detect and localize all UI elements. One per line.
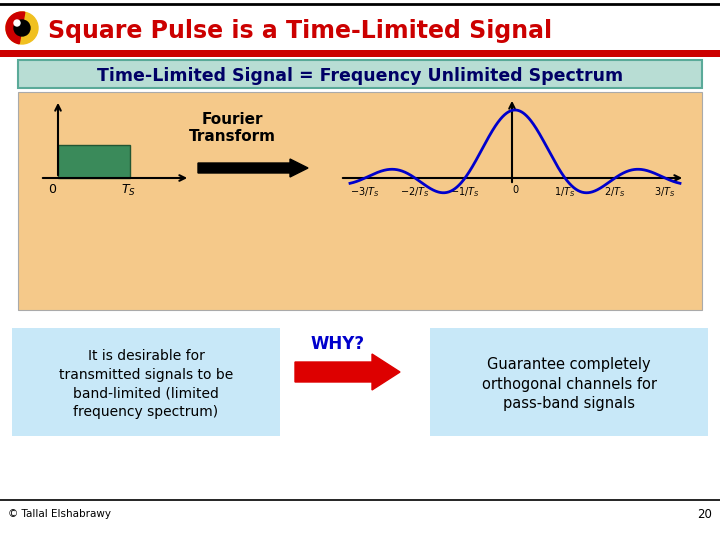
Text: $-2/T_S$: $-2/T_S$: [400, 185, 430, 199]
Text: $T_S$: $T_S$: [120, 183, 135, 198]
Text: $3/T_S$: $3/T_S$: [654, 185, 676, 199]
FancyArrow shape: [198, 159, 308, 177]
Bar: [18, 92, 702, 310]
Text: Guarantee completely
orthogonal channels for
pass-band signals: Guarantee completely orthogonal channels…: [482, 357, 657, 411]
Text: $2/T_S$: $2/T_S$: [604, 185, 626, 199]
Bar: [430, 328, 708, 436]
Text: WHY?: WHY?: [311, 335, 365, 353]
Bar: [18, 60, 702, 88]
Text: Time-Limited Signal = Frequency Unlimited Spectrum: Time-Limited Signal = Frequency Unlimite…: [97, 67, 623, 85]
Circle shape: [14, 20, 20, 26]
Bar: [12, 328, 280, 436]
Bar: [58, 145, 130, 178]
Text: 0: 0: [48, 183, 56, 196]
Text: $1/T_S$: $1/T_S$: [554, 185, 576, 199]
Text: $-3/T_S$: $-3/T_S$: [350, 185, 380, 199]
Text: It is desirable for
transmitted signals to be
band-limited (limited
frequency sp: It is desirable for transmitted signals …: [59, 349, 233, 418]
Text: $-1/T_S$: $-1/T_S$: [450, 185, 480, 199]
Text: Fourier
Transform: Fourier Transform: [189, 112, 276, 144]
Text: Square Pulse is a Time-Limited Signal: Square Pulse is a Time-Limited Signal: [48, 19, 552, 43]
Circle shape: [14, 20, 30, 36]
Text: © Tallal Elshabrawy: © Tallal Elshabrawy: [8, 509, 111, 519]
Circle shape: [6, 12, 38, 44]
Wedge shape: [6, 12, 24, 44]
Text: 0: 0: [512, 185, 518, 195]
Text: 20: 20: [697, 508, 712, 521]
Bar: [0, 50, 720, 57]
FancyArrow shape: [295, 354, 400, 390]
